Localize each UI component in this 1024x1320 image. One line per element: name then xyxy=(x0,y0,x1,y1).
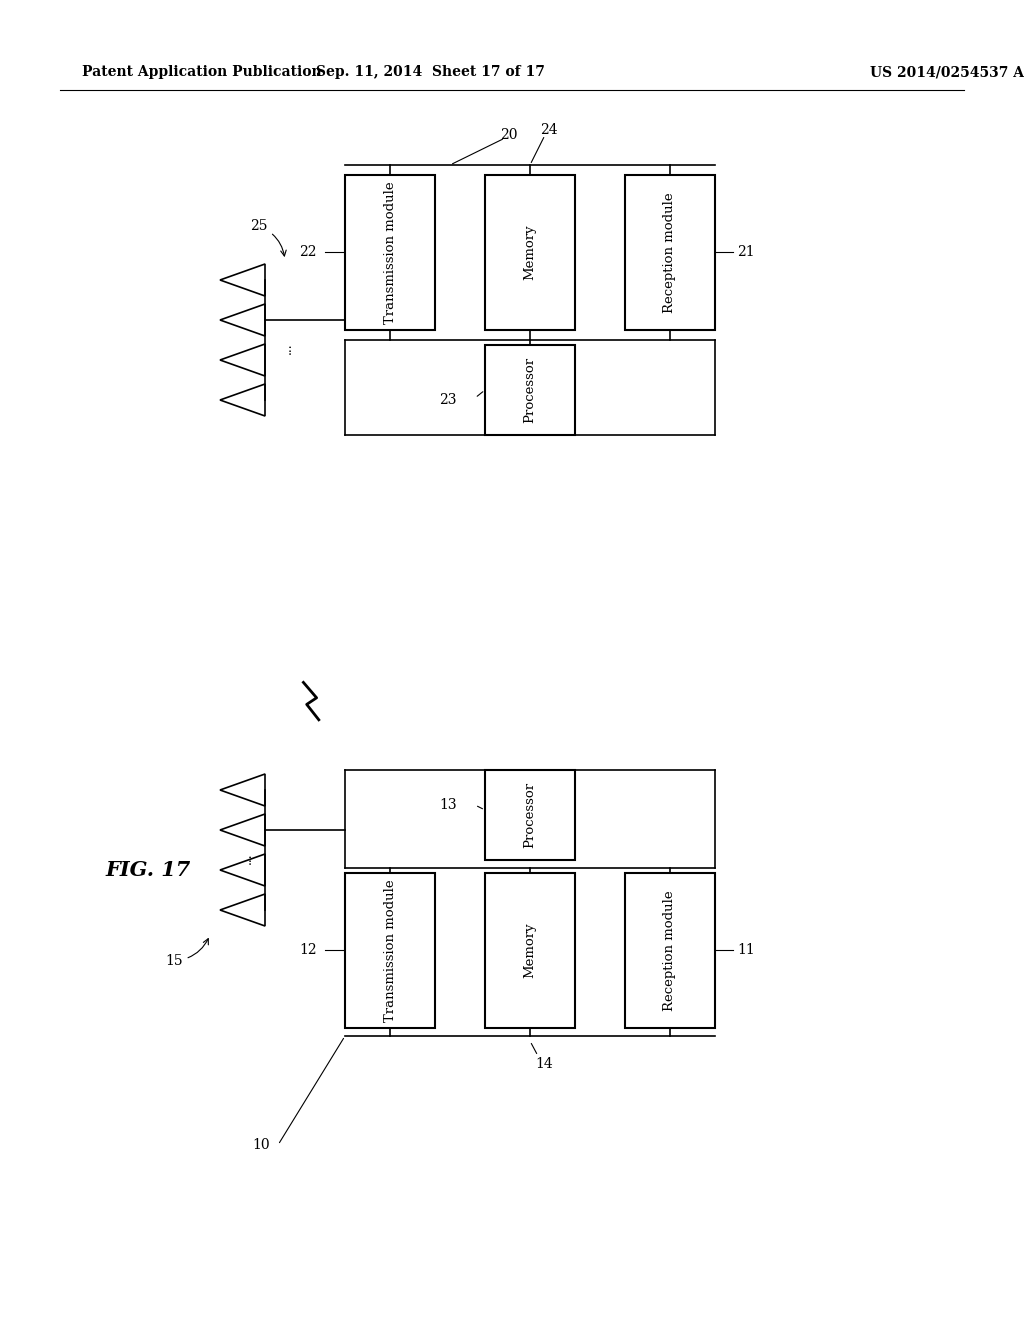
Text: 10: 10 xyxy=(252,1138,270,1152)
Text: Reception module: Reception module xyxy=(664,193,677,313)
Bar xyxy=(485,770,575,861)
Text: Reception module: Reception module xyxy=(664,890,677,1011)
Text: Patent Application Publication: Patent Application Publication xyxy=(82,65,322,79)
Text: Processor: Processor xyxy=(523,781,537,847)
Text: 21: 21 xyxy=(737,246,755,259)
Bar xyxy=(485,345,575,436)
Bar xyxy=(345,873,435,1028)
Text: 22: 22 xyxy=(299,246,317,259)
Text: 13: 13 xyxy=(439,799,457,812)
Text: 11: 11 xyxy=(737,942,755,957)
Text: Sep. 11, 2014  Sheet 17 of 17: Sep. 11, 2014 Sheet 17 of 17 xyxy=(315,65,545,79)
Text: FIG. 17: FIG. 17 xyxy=(105,861,190,880)
Text: Transmission module: Transmission module xyxy=(384,181,396,323)
Text: 14: 14 xyxy=(535,1057,553,1071)
Bar xyxy=(345,176,435,330)
Text: Memory: Memory xyxy=(523,923,537,978)
Text: 23: 23 xyxy=(439,393,457,407)
Bar xyxy=(485,176,575,330)
Text: US 2014/0254537 A1: US 2014/0254537 A1 xyxy=(870,65,1024,79)
Bar xyxy=(625,873,715,1028)
Text: Memory: Memory xyxy=(523,224,537,280)
Text: 25: 25 xyxy=(250,219,286,256)
Text: 12: 12 xyxy=(299,942,317,957)
Text: ...: ... xyxy=(241,853,254,863)
Text: Transmission module: Transmission module xyxy=(384,879,396,1022)
Text: 20: 20 xyxy=(500,128,517,143)
Text: 24: 24 xyxy=(540,123,558,137)
Text: Processor: Processor xyxy=(523,356,537,424)
Text: 15: 15 xyxy=(165,939,208,968)
Text: ...: ... xyxy=(281,342,294,354)
Bar xyxy=(485,873,575,1028)
Bar xyxy=(625,176,715,330)
